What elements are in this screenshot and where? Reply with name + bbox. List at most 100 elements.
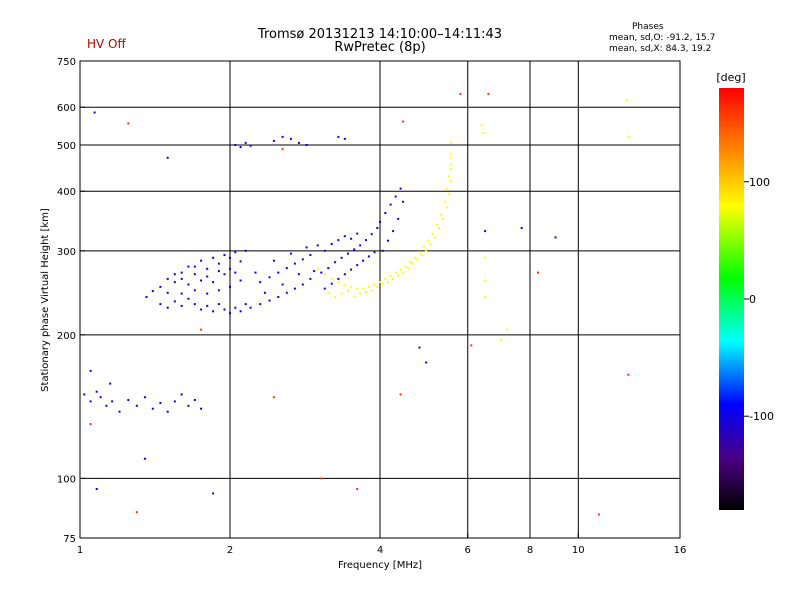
data-point [441, 217, 444, 220]
data-point [217, 303, 220, 306]
data-point [449, 163, 452, 166]
data-point [239, 310, 242, 313]
data-point [193, 303, 196, 306]
data-point [422, 245, 425, 248]
data-point [470, 344, 473, 347]
data-point [234, 306, 237, 309]
data-point [627, 135, 630, 138]
data-point [480, 124, 483, 127]
data-point [313, 270, 316, 273]
data-point [166, 277, 169, 280]
data-point [212, 310, 215, 313]
data-point [356, 287, 359, 290]
grid-lines [80, 61, 680, 538]
data-point [206, 304, 209, 307]
data-point [392, 230, 395, 233]
data-point [554, 236, 557, 239]
data-point [285, 267, 288, 270]
data-point [151, 407, 154, 410]
data-point [435, 223, 438, 226]
data-point [83, 393, 86, 396]
data-point [337, 135, 340, 138]
data-point [180, 304, 183, 307]
x-tick-label: 1 [77, 545, 83, 556]
data-point [327, 291, 330, 294]
data-point [320, 477, 323, 480]
data-point [500, 339, 503, 342]
data-point [484, 279, 487, 282]
data-point [118, 410, 121, 413]
data-point [259, 281, 262, 284]
data-point [244, 249, 247, 252]
data-point [180, 292, 183, 295]
data-point [520, 227, 523, 229]
data-point [418, 346, 421, 349]
data-point [254, 271, 257, 274]
data-point [353, 296, 356, 298]
data-point [173, 281, 176, 284]
data-point [337, 239, 340, 242]
x-tick-label: 4 [377, 545, 383, 556]
x-axis-label: Frequency [MHz] [338, 560, 422, 571]
data-point [443, 200, 446, 203]
data-point [89, 423, 92, 426]
data-point [399, 268, 402, 271]
data-point [394, 195, 397, 198]
data-point [297, 141, 300, 144]
data-point [365, 290, 367, 293]
data-point [316, 267, 319, 270]
data-point [212, 492, 215, 495]
data-point [217, 262, 220, 265]
data-point [482, 131, 485, 134]
data-point [447, 192, 450, 195]
data-point [200, 259, 203, 262]
data-point [484, 296, 487, 298]
data-point [105, 404, 108, 407]
y-axis-label: Stationary phase Virtual Height [km] [40, 208, 51, 392]
data-point [206, 267, 209, 270]
colorbar-ticks: 100 0 -100 [744, 176, 774, 423]
data-point [193, 399, 196, 401]
y-axis-ticks: 75 100 200 300 400 500 600 750 [57, 57, 85, 545]
data-point [445, 187, 448, 190]
data-point [343, 273, 346, 276]
data-point [367, 255, 370, 258]
data-point [343, 284, 346, 287]
data-point [187, 404, 190, 407]
data-point [425, 249, 428, 252]
data-point [187, 297, 190, 300]
data-point [376, 227, 379, 229]
data-point [309, 254, 312, 256]
data-point [409, 261, 412, 264]
data-point [337, 277, 340, 280]
data-point [244, 303, 247, 306]
data-point [343, 235, 346, 238]
plot-subtitle: RwPretec (8p) [334, 40, 426, 55]
data-point [387, 281, 389, 284]
data-point [431, 232, 434, 235]
phase-o-stats: mean, sd,O: -91.2, 15.7 [609, 33, 716, 43]
data-point [272, 259, 275, 262]
data-point [244, 141, 247, 144]
data-point [379, 281, 381, 284]
data-point [289, 252, 292, 255]
data-point [537, 271, 539, 274]
data-point [206, 292, 209, 295]
hv-status-label: HV Off [87, 37, 126, 51]
data-point [293, 262, 296, 265]
data-point [159, 285, 162, 288]
data-point [487, 92, 490, 95]
data-point [353, 248, 356, 251]
data-point [89, 400, 92, 403]
data-point [200, 407, 203, 410]
data-point [277, 271, 280, 274]
data-point [193, 273, 196, 276]
colorbar-tick-label: 0 [749, 293, 756, 306]
data-point [259, 303, 262, 306]
data-point [223, 254, 226, 256]
data-points [83, 92, 630, 516]
data-point [425, 361, 428, 364]
data-point [445, 206, 448, 209]
data-point [340, 292, 343, 295]
